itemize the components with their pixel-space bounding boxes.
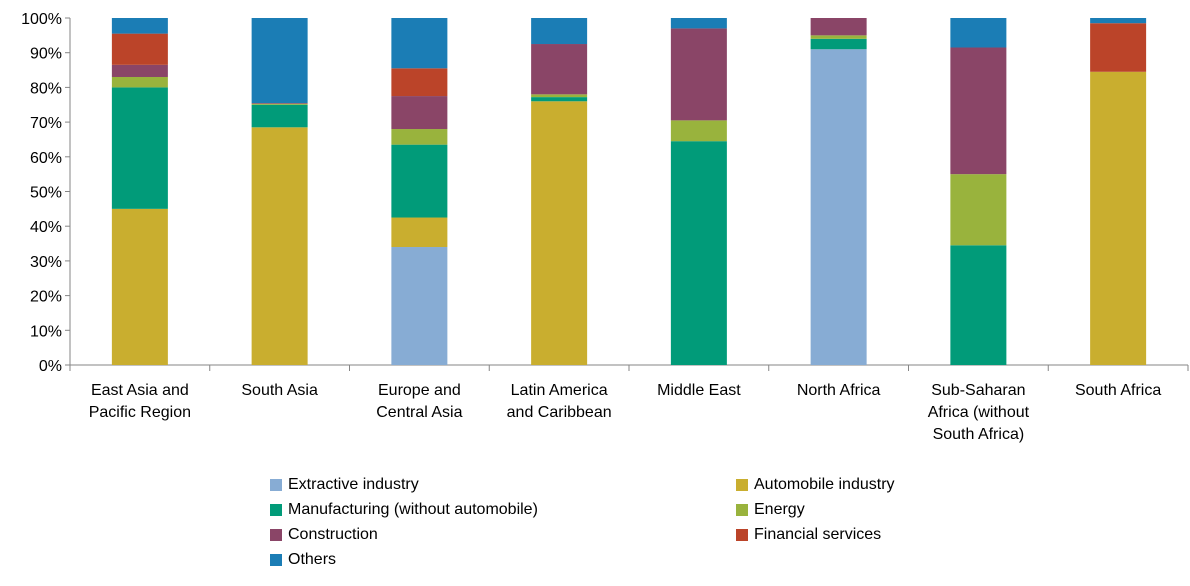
bar-segment: [1090, 18, 1147, 24]
legend-item: Energy: [736, 501, 805, 519]
bar-segment: [391, 144, 448, 218]
bar-segment: [531, 94, 588, 98]
legend-label: Manufacturing (without automobile): [288, 501, 538, 518]
legend-item: Others: [270, 551, 336, 569]
bar-segment: [670, 120, 727, 142]
bar-segment: [531, 97, 588, 102]
x-category-label: South Africa: [1075, 382, 1161, 399]
bar-segment: [391, 129, 448, 145]
bar-segment: [111, 208, 168, 365]
legend-label: Financial services: [754, 526, 882, 543]
y-tick-label: 100%: [21, 11, 62, 28]
legend-swatch: [270, 529, 282, 541]
bar-segment: [531, 18, 588, 45]
x-category-label: South Asia: [241, 382, 318, 399]
y-tick-label: 80%: [30, 80, 62, 97]
x-category-label: and Caribbean: [507, 404, 612, 421]
x-category-label: East Asia and: [91, 382, 189, 399]
y-tick-label: 70%: [30, 115, 62, 132]
x-category-label: Central Asia: [376, 404, 462, 421]
bar-segment: [810, 49, 867, 365]
legend-label: Energy: [754, 501, 805, 518]
bar-segment: [810, 18, 867, 36]
legend-label: Others: [288, 551, 337, 568]
bar-segment: [950, 18, 1007, 48]
bar-segment: [251, 103, 308, 104]
legend-swatch: [736, 479, 748, 491]
x-category-label: Pacific Region: [89, 404, 191, 421]
x-category-label: Middle East: [657, 382, 741, 399]
bar-segment: [111, 76, 168, 88]
bar-segment: [391, 96, 448, 130]
legend-item: Automobile industry: [736, 476, 895, 494]
x-category-label: Africa (without: [928, 404, 1030, 421]
legend-item: Construction: [270, 526, 378, 544]
y-tick-label: 60%: [30, 150, 62, 167]
legend-swatch: [270, 554, 282, 566]
x-category-label: Latin America: [511, 382, 608, 399]
y-tick-label: 10%: [30, 323, 62, 340]
bar-segment: [531, 44, 588, 95]
legend-label: Extractive industry: [288, 476, 419, 493]
legend-swatch: [270, 504, 282, 516]
legend-swatch: [270, 479, 282, 491]
bar-segment: [810, 35, 867, 39]
bar-segment: [810, 38, 867, 50]
bar-segment: [111, 64, 168, 77]
x-category-label: Europe and: [378, 382, 461, 399]
legend-swatch: [736, 504, 748, 516]
bar-segment: [251, 18, 308, 104]
bar-segment: [670, 141, 727, 365]
bar-segment: [531, 101, 588, 365]
bar-segment: [391, 18, 448, 69]
y-tick-label: 90%: [30, 46, 62, 63]
bar-segment: [950, 245, 1007, 365]
legend-label: Construction: [288, 526, 378, 543]
bar-segment: [391, 68, 448, 97]
bar-segment: [391, 247, 448, 365]
legend-swatch: [736, 529, 748, 541]
legend: Extractive industry Automobile industry Ma…: [270, 476, 990, 586]
legend-item: Extractive industry: [270, 476, 419, 494]
legend-item: Financial services: [736, 526, 881, 544]
bar-segment: [111, 87, 168, 209]
x-category-label: Sub-Saharan: [931, 382, 1025, 399]
bar-segment: [251, 104, 308, 128]
bar-segment: [670, 18, 727, 29]
y-tick-label: 0%: [39, 358, 62, 375]
legend-item: Manufacturing (without automobile): [270, 501, 538, 519]
bar-segment: [670, 28, 727, 121]
y-tick-label: 30%: [30, 254, 62, 271]
bar-segment: [950, 174, 1007, 246]
y-tick-label: 40%: [30, 219, 62, 236]
bar-segment: [111, 33, 168, 65]
bar-segment: [950, 47, 1007, 175]
bar-segment: [251, 103, 308, 105]
x-category-label: South Africa): [933, 426, 1025, 443]
bar-segment: [391, 217, 448, 248]
bar-segment: [251, 127, 308, 366]
legend-label: Automobile industry: [754, 476, 895, 493]
y-tick-label: 20%: [30, 289, 62, 306]
y-tick-label: 50%: [30, 185, 62, 202]
x-category-label: North Africa: [797, 382, 881, 399]
bar-segment: [111, 18, 168, 34]
bar-segment: [1090, 23, 1147, 72]
bar-segment: [1090, 71, 1147, 365]
